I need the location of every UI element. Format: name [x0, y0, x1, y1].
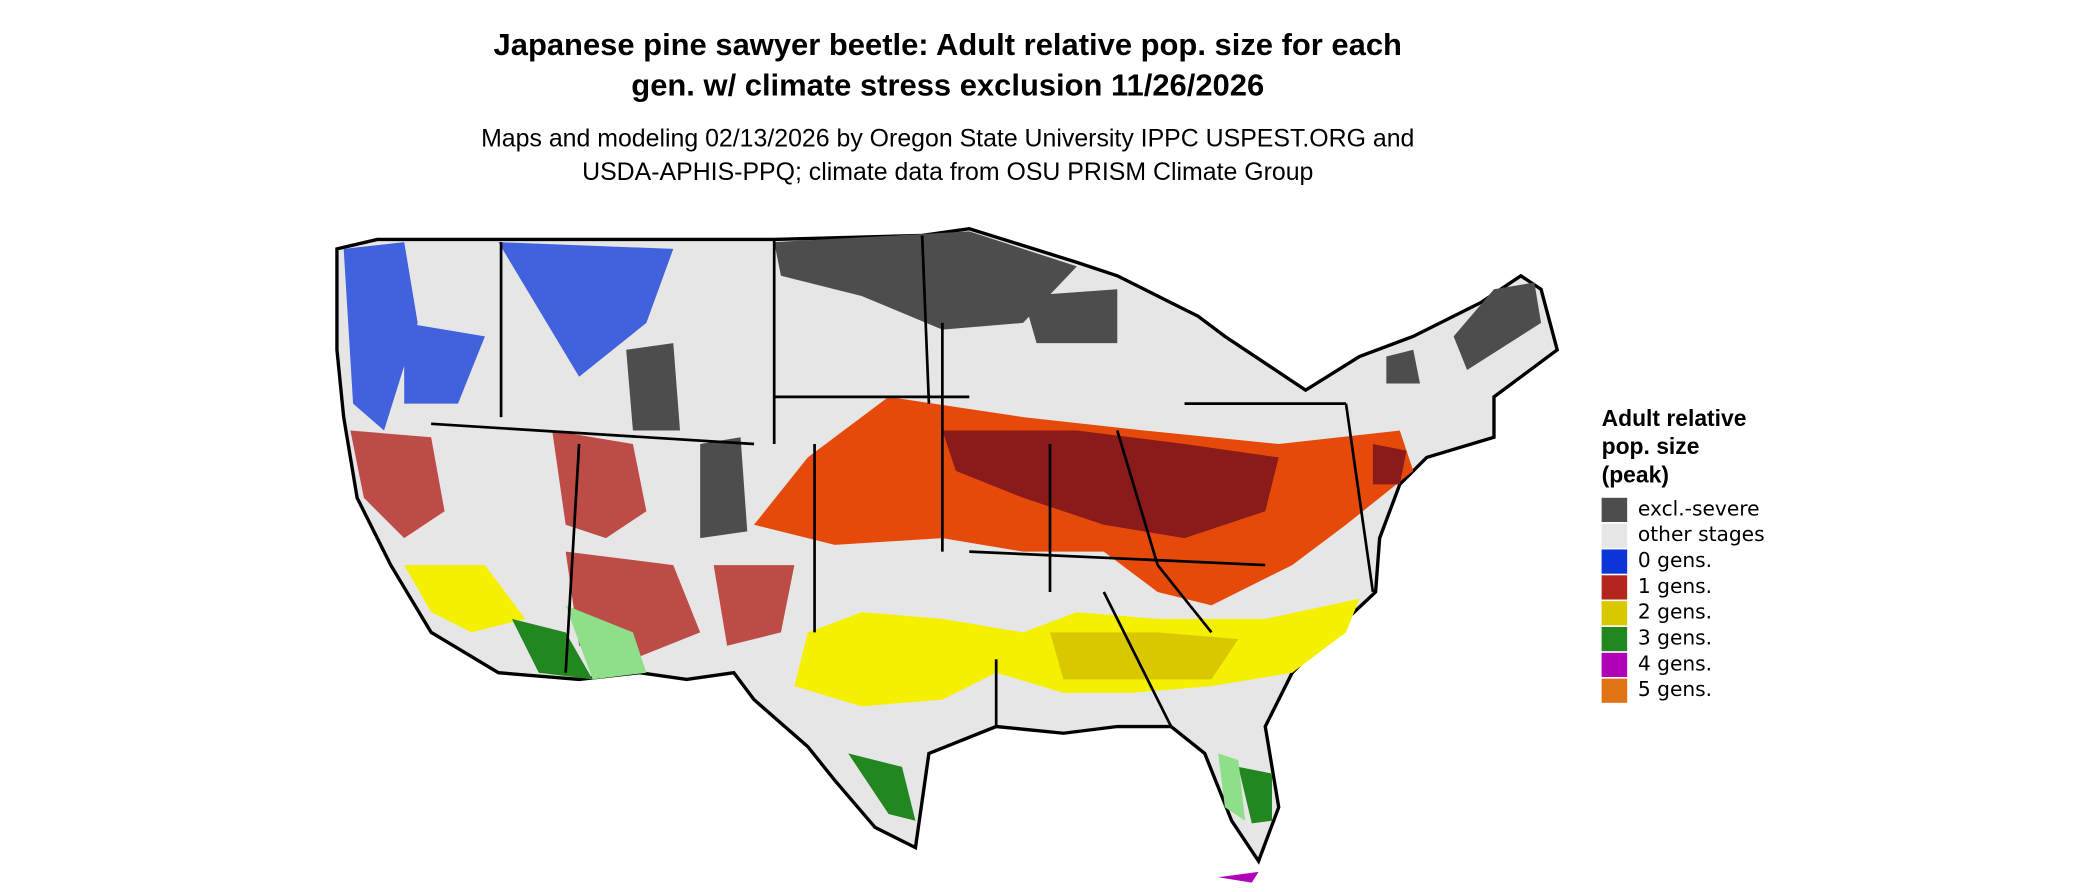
legend-label: 5 gens. — [1638, 677, 1712, 701]
title-line: gen. w/ climate stress exclusion 11/26/2… — [631, 68, 1264, 103]
legend-swatch — [1601, 549, 1628, 574]
legend-label: 1 gens. — [1638, 574, 1712, 598]
legend-swatch — [1601, 652, 1628, 678]
legend-swatch — [1601, 626, 1628, 652]
subtitle-line: Maps and modeling 02/13/2026 by Oregon S… — [481, 124, 1414, 152]
legend-swatch — [1601, 497, 1628, 523]
one-gen-west — [350, 430, 795, 660]
state-borders — [431, 235, 1375, 728]
title-line: Japanese pine sawyer beetle: Adult relat… — [494, 27, 1402, 62]
legend-label: 2 gens. — [1638, 600, 1712, 624]
legend-title: Adult relative — [1602, 405, 1747, 431]
us-map — [335, 226, 1560, 883]
legend-swatch — [1601, 575, 1628, 600]
excl-region — [626, 343, 748, 539]
legend-label: 3 gens. — [1638, 626, 1712, 650]
legend-swatch — [1601, 523, 1628, 548]
four-gen-spot — [1218, 871, 1259, 883]
excl-region — [1386, 282, 1542, 384]
one-gen-core — [942, 430, 1407, 539]
three-gen-region — [511, 618, 1272, 824]
legend-label: 4 gens. — [1638, 651, 1712, 675]
legend-title: pop. size — [1602, 433, 1700, 459]
legend-swatch — [1601, 678, 1628, 703]
excl-region — [1023, 289, 1118, 344]
legend-title: (peak) — [1602, 461, 1669, 487]
legend-label: 0 gens. — [1638, 548, 1712, 572]
legend-swatch — [1601, 601, 1628, 626]
legend-label: other stages — [1638, 522, 1765, 546]
subtitle-line: USDA-APHIS-PPQ; climate data from OSU PR… — [582, 158, 1313, 186]
excl-region — [774, 231, 1077, 330]
legend-label: excl.-severe — [1638, 496, 1760, 520]
two-gen-core — [1050, 632, 1239, 680]
cold-region — [343, 242, 674, 431]
